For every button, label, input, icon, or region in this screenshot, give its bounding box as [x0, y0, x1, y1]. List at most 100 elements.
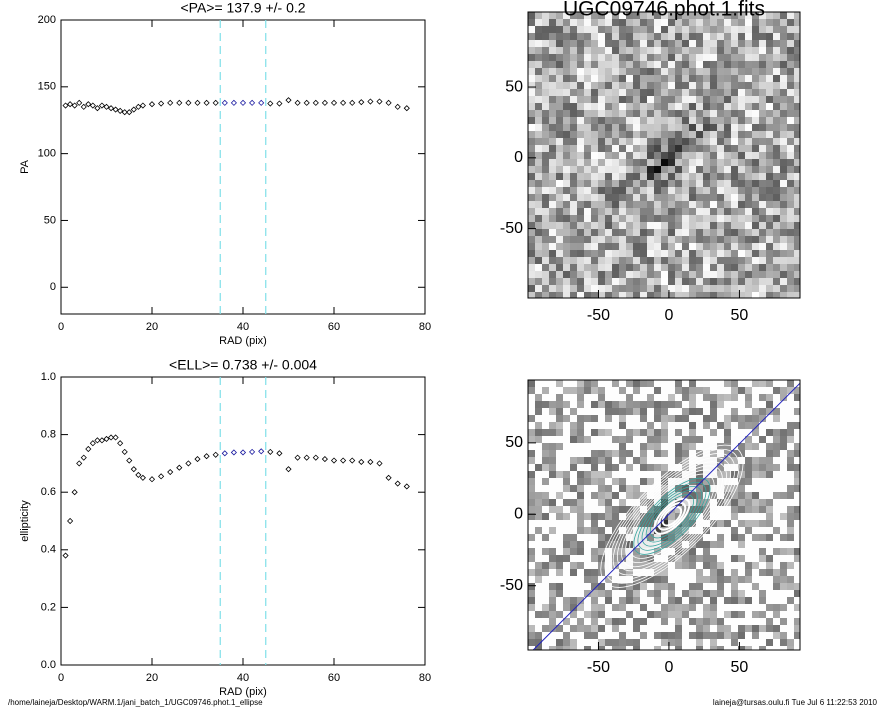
pixel — [682, 625, 689, 632]
pixel — [787, 180, 794, 187]
pixel — [633, 292, 640, 298]
pixel — [563, 429, 570, 436]
pixel — [794, 611, 800, 618]
pixel — [577, 562, 584, 569]
pixel — [563, 131, 570, 138]
pixel — [724, 625, 731, 632]
pixel — [794, 625, 800, 632]
pixel — [577, 236, 584, 243]
pixel — [689, 429, 696, 436]
pixel — [654, 471, 661, 478]
y-axis-label: PA — [19, 159, 31, 174]
pixel — [752, 264, 759, 271]
pixel — [682, 422, 689, 429]
pixel — [542, 75, 549, 82]
pixel — [528, 89, 535, 96]
pixel — [556, 478, 563, 485]
pixel — [591, 54, 598, 61]
pixel — [591, 387, 598, 394]
pixel — [577, 534, 584, 541]
pixel — [738, 278, 745, 285]
pixel — [598, 604, 605, 611]
pixel — [577, 61, 584, 68]
pixel — [619, 492, 626, 499]
pixel — [612, 506, 619, 513]
pixel — [584, 562, 591, 569]
pixel — [612, 408, 619, 415]
pixel — [696, 401, 703, 408]
pixel — [563, 257, 570, 264]
pixel — [668, 229, 675, 236]
pixel — [668, 271, 675, 278]
pixel — [647, 555, 654, 562]
pixel — [766, 173, 773, 180]
data-point — [62, 552, 69, 559]
pixel — [619, 138, 626, 145]
galaxy-image — [528, 12, 800, 298]
pixel — [626, 548, 633, 555]
pixel — [710, 562, 717, 569]
pixel — [612, 194, 619, 201]
pixel — [794, 387, 800, 394]
pixel — [542, 292, 549, 298]
pixel — [738, 19, 745, 26]
pixel — [661, 485, 668, 492]
pixel — [780, 117, 787, 124]
pixel — [605, 40, 612, 47]
pixel — [668, 250, 675, 257]
pixel — [745, 215, 752, 222]
pixel — [626, 394, 633, 401]
pixel — [612, 499, 619, 506]
pixel — [570, 89, 577, 96]
pixel — [584, 429, 591, 436]
data-point — [294, 99, 301, 106]
pixel — [780, 499, 787, 506]
pixel — [654, 583, 661, 590]
pixel — [598, 229, 605, 236]
pixel — [640, 271, 647, 278]
pixel — [570, 47, 577, 54]
pixel — [542, 401, 549, 408]
pixel — [577, 590, 584, 597]
pixel — [668, 513, 675, 520]
pixel — [640, 394, 647, 401]
pixel — [794, 520, 800, 527]
pixel — [612, 422, 619, 429]
data-point — [349, 457, 356, 464]
pixel — [535, 12, 542, 19]
pixel — [696, 271, 703, 278]
pixel — [556, 82, 563, 89]
pixel — [675, 257, 682, 264]
pixel — [703, 527, 710, 534]
pixel — [626, 485, 633, 492]
pixel — [619, 611, 626, 618]
pixel — [591, 61, 598, 68]
pixel — [766, 292, 773, 298]
pixel — [717, 513, 724, 520]
pixel — [759, 47, 766, 54]
pixel — [710, 471, 717, 478]
pixel — [647, 131, 654, 138]
pixel — [759, 408, 766, 415]
pixel — [745, 243, 752, 250]
pixel — [591, 138, 598, 145]
pixel — [752, 485, 759, 492]
y-tick-label: 0 — [514, 149, 523, 166]
pixel — [689, 222, 696, 229]
pixel — [675, 187, 682, 194]
pixel — [661, 292, 668, 298]
pixel — [780, 96, 787, 103]
pixel — [752, 618, 759, 625]
pixel — [780, 632, 787, 639]
pixel — [745, 450, 752, 457]
pixel — [773, 639, 780, 646]
pixel — [584, 457, 591, 464]
pixel — [584, 478, 591, 485]
data-point — [239, 99, 247, 106]
pixel — [619, 292, 626, 298]
pixel — [577, 429, 584, 436]
pixel — [577, 583, 584, 590]
pixel — [703, 47, 710, 54]
pixel — [752, 166, 759, 173]
pixel — [598, 548, 605, 555]
